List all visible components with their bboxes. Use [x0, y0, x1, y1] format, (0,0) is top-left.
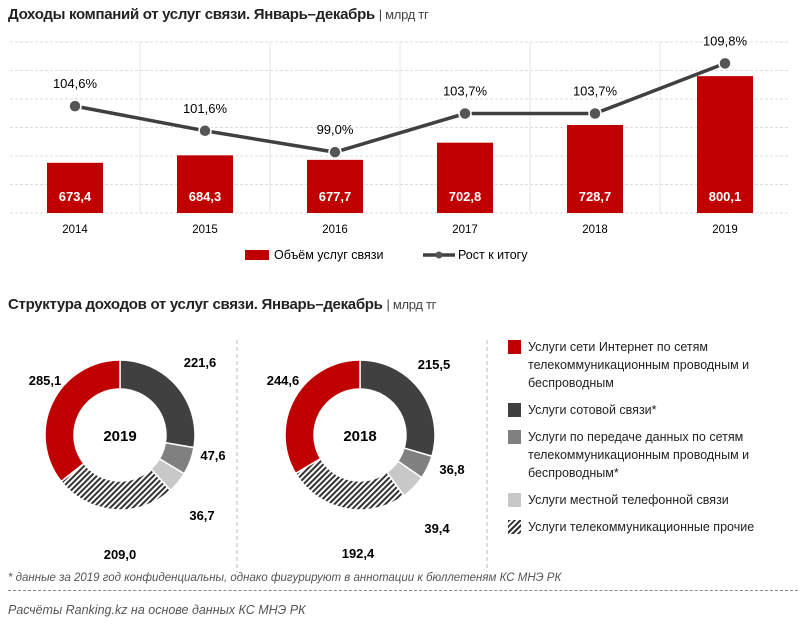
growth-label: 103,7%: [443, 84, 488, 99]
growth-point: [328, 145, 342, 159]
bar-2014: [47, 162, 103, 213]
bar-2015: [177, 155, 233, 213]
donut-label: 47,6: [200, 448, 225, 463]
donut-center-year: 2019: [103, 428, 136, 445]
donut-label: 36,7: [189, 508, 214, 523]
donut-label: 192,4: [342, 546, 375, 561]
bar-label: 702,8: [449, 189, 482, 204]
bar-chart-title: Доходы компаний от услуг связи. Январь–д…: [8, 6, 429, 23]
bar-2017: [437, 142, 493, 213]
bar-label: 684,3: [189, 189, 222, 204]
donut-label: 36,8: [439, 462, 464, 477]
growth-label: 104,6%: [53, 76, 98, 91]
legend-swatch: [508, 520, 521, 534]
donut-chart-title: Структура доходов от услуг связи. Январь…: [8, 296, 437, 313]
growth-point: [198, 124, 212, 138]
donut-label: 39,4: [424, 521, 450, 536]
legend-bar-label: Объём услуг связи: [274, 248, 383, 262]
x-tick-label: 2019: [712, 224, 738, 236]
legend-label: Услуги местной телефонной связи: [528, 493, 729, 507]
growth-label: 101,6%: [183, 101, 228, 116]
growth-label: 109,8%: [703, 33, 748, 48]
legend-label: Услуги сотовой связи*: [528, 403, 657, 417]
bar-label: 728,7: [579, 189, 612, 204]
legend-item: Услуги местной телефонной связи: [508, 491, 800, 509]
legend-swatch: [508, 493, 521, 507]
donut-label: 285,1: [29, 373, 62, 388]
donut-label: 215,5: [418, 357, 451, 372]
legend-item: Услуги телекоммуникационные прочие: [508, 518, 800, 536]
bar-2018: [567, 124, 623, 213]
donut-center-year: 2018: [343, 428, 376, 445]
growth-point: [68, 99, 82, 113]
donut-label: 244,6: [267, 373, 300, 388]
growth-point: [718, 56, 732, 71]
legend-item: Услуги сети Интернет по сетям телекоммун…: [508, 338, 800, 392]
legend-line-marker: [435, 251, 443, 259]
donut-slice: [284, 359, 361, 475]
bar-label: 677,7: [319, 189, 352, 204]
legend-label: Услуги по передаче данных по сетям телек…: [528, 430, 750, 480]
bar-2016: [307, 159, 363, 213]
growth-line: [74, 61, 726, 154]
x-tick-label: 2015: [192, 224, 218, 236]
growth-label: 99,0%: [317, 122, 354, 137]
donut-slice: [294, 457, 406, 511]
x-tick-label: 2017: [452, 224, 478, 236]
legend-label: Услуги сети Интернет по сетям телекоммун…: [528, 340, 750, 390]
bar-label: 800,1: [709, 189, 742, 204]
legend-label: Услуги телекоммуникационные прочие: [528, 520, 755, 534]
x-tick-label: 2016: [322, 224, 348, 236]
footnote: * данные за 2019 год конфиденциальны, од…: [8, 572, 562, 584]
bar-label: 673,4: [59, 189, 92, 204]
source-note: Расчёты Ranking.kz на основе данных КС М…: [8, 603, 306, 617]
x-tick-label: 2018: [582, 224, 608, 236]
legend-bar-swatch: [245, 250, 269, 260]
growth-point: [588, 106, 602, 121]
donut-legend: Услуги сети Интернет по сетям телекоммун…: [508, 338, 800, 545]
legend-item: Услуги сотовой связи*: [508, 401, 800, 419]
bar-2019: [697, 76, 753, 214]
legend-swatch: [508, 340, 521, 354]
divider: [8, 590, 798, 591]
legend-line-label: Рост к итогу: [458, 248, 528, 262]
growth-point: [458, 106, 472, 121]
legend-swatch: [508, 430, 521, 444]
donut-label: 209,0: [104, 547, 137, 562]
donut-label: 221,6: [184, 355, 217, 370]
growth-label: 103,7%: [573, 84, 618, 99]
x-tick-label: 2014: [62, 224, 88, 236]
donut-slice: [44, 359, 121, 483]
legend-swatch: [508, 403, 521, 417]
legend-item: Услуги по передаче данных по сетям телек…: [508, 428, 800, 482]
